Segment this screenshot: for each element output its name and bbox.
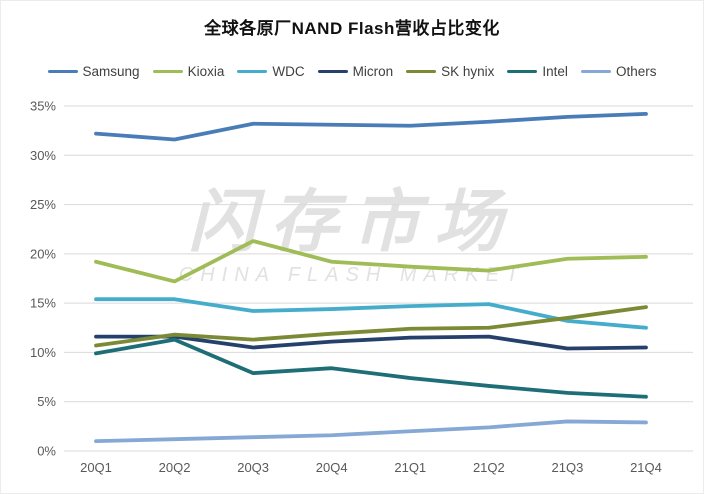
series-line-sk-hynix <box>94 305 648 348</box>
legend-item-kioxia: Kioxia <box>152 64 225 79</box>
legend-label-kioxia: Kioxia <box>187 64 225 79</box>
y-tick-label-10%: 10% <box>30 345 56 360</box>
y-tick-label-30%: 30% <box>30 148 56 163</box>
x-tick-label-20q4: 20Q4 <box>316 460 348 475</box>
x-tick-label-21q4: 21Q4 <box>630 460 662 475</box>
legend-label-wdc: WDC <box>272 64 305 79</box>
y-tick-label-15%: 15% <box>30 296 56 311</box>
legend-swatch-kioxia <box>152 69 183 74</box>
legend-item-micron: Micron <box>317 64 394 79</box>
series-line-kioxia <box>94 239 648 284</box>
legend-item-sk-hynix: SK hynix <box>406 64 494 79</box>
x-tick-label-20q2: 20Q2 <box>159 460 191 475</box>
legend-label-micron: Micron <box>352 64 394 79</box>
chart-title: 全球各原厂NAND Flash营收占比变化 <box>204 19 500 38</box>
legend-swatch-intel <box>507 69 538 74</box>
x-tick-label-21q1: 21Q1 <box>394 460 426 475</box>
legend-item-wdc: WDC <box>237 64 305 79</box>
legend-label-sk-hynix: SK hynix <box>441 64 495 79</box>
legend-label-intel: Intel <box>542 64 568 79</box>
y-tick-label-25%: 25% <box>30 197 56 212</box>
legend-item-others: Others <box>580 64 657 79</box>
legend-swatch-wdc <box>237 69 268 74</box>
x-tick-label-20q1: 20Q1 <box>80 460 112 475</box>
series-line-intel <box>94 337 648 399</box>
x-tick-label-21q3: 21Q3 <box>552 460 584 475</box>
series-line-others <box>94 419 648 444</box>
legend-swatch-samsung <box>47 69 78 74</box>
legend-swatch-others <box>580 69 611 74</box>
series-line-samsung <box>94 111 648 142</box>
legend-label-samsung: Samsung <box>82 64 140 79</box>
y-tick-label-20%: 20% <box>30 246 56 261</box>
y-tick-label-5%: 5% <box>37 394 56 409</box>
legend: Samsung Kioxia WDC Micron SK hynix Intel Other… <box>1 64 703 79</box>
legend-item-intel: Intel <box>507 64 568 79</box>
legend-swatch-sk-hynix <box>406 69 437 74</box>
legend-item-samsung: Samsung <box>47 64 140 79</box>
x-tick-label-21q2: 21Q2 <box>473 460 505 475</box>
legend-label-others: Others <box>615 64 657 79</box>
series-line-micron <box>94 334 648 351</box>
legend-swatch-micron <box>317 69 348 74</box>
y-tick-label-0%: 0% <box>37 444 56 459</box>
x-tick-label-20q3: 20Q3 <box>237 460 269 475</box>
y-tick-label-35%: 35% <box>30 99 56 114</box>
